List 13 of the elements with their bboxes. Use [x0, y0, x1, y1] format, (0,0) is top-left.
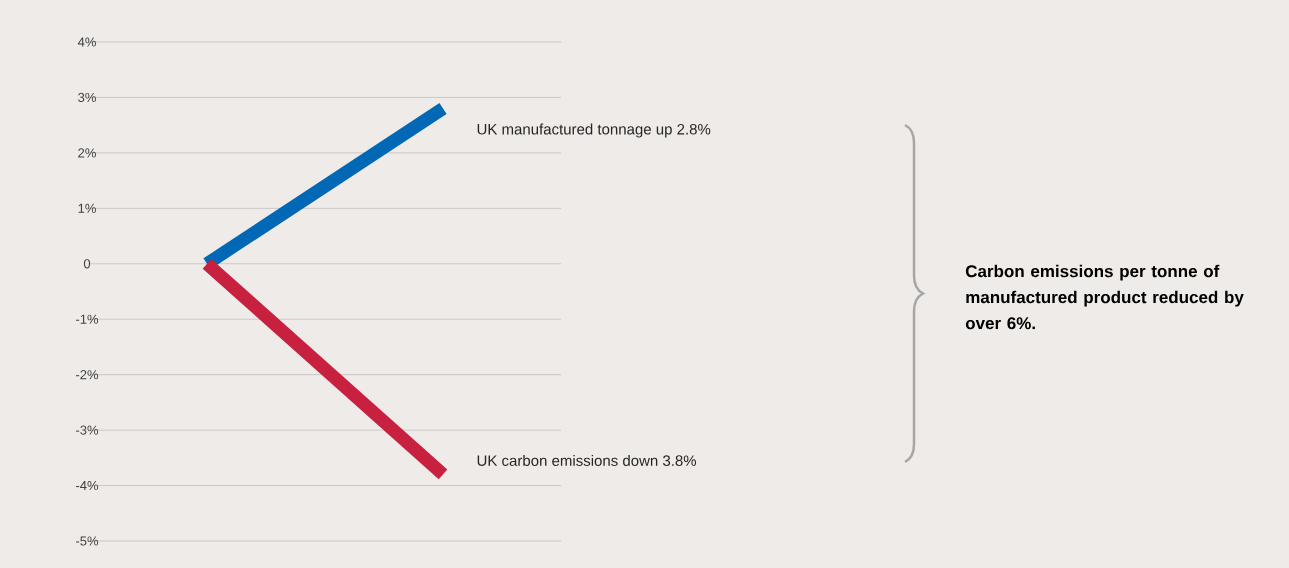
y-tick-label: 3% [78, 92, 96, 103]
annotation: UK manufactured tonnage up 2.8% [477, 123, 711, 138]
y-tick-label: 4% [77, 37, 96, 47]
y-tick-label: 1% [78, 203, 96, 213]
text: Carbon emissions per tonne of manufactured product reduced by over 6%. [965, 264, 1244, 330]
y-tick-label: -3% [76, 425, 99, 435]
annotation: UK carbon emissions down 3.8% [477, 454, 697, 466]
y-tick-label: -1% [76, 314, 99, 324]
y-tick-label: 2% [78, 148, 96, 158]
y-tick-label: -4% [76, 481, 99, 491]
y-tick-label: 0 [83, 259, 91, 269]
y-tick-label: -2% [76, 370, 99, 380]
y-tick-label: -5% [76, 536, 99, 546]
